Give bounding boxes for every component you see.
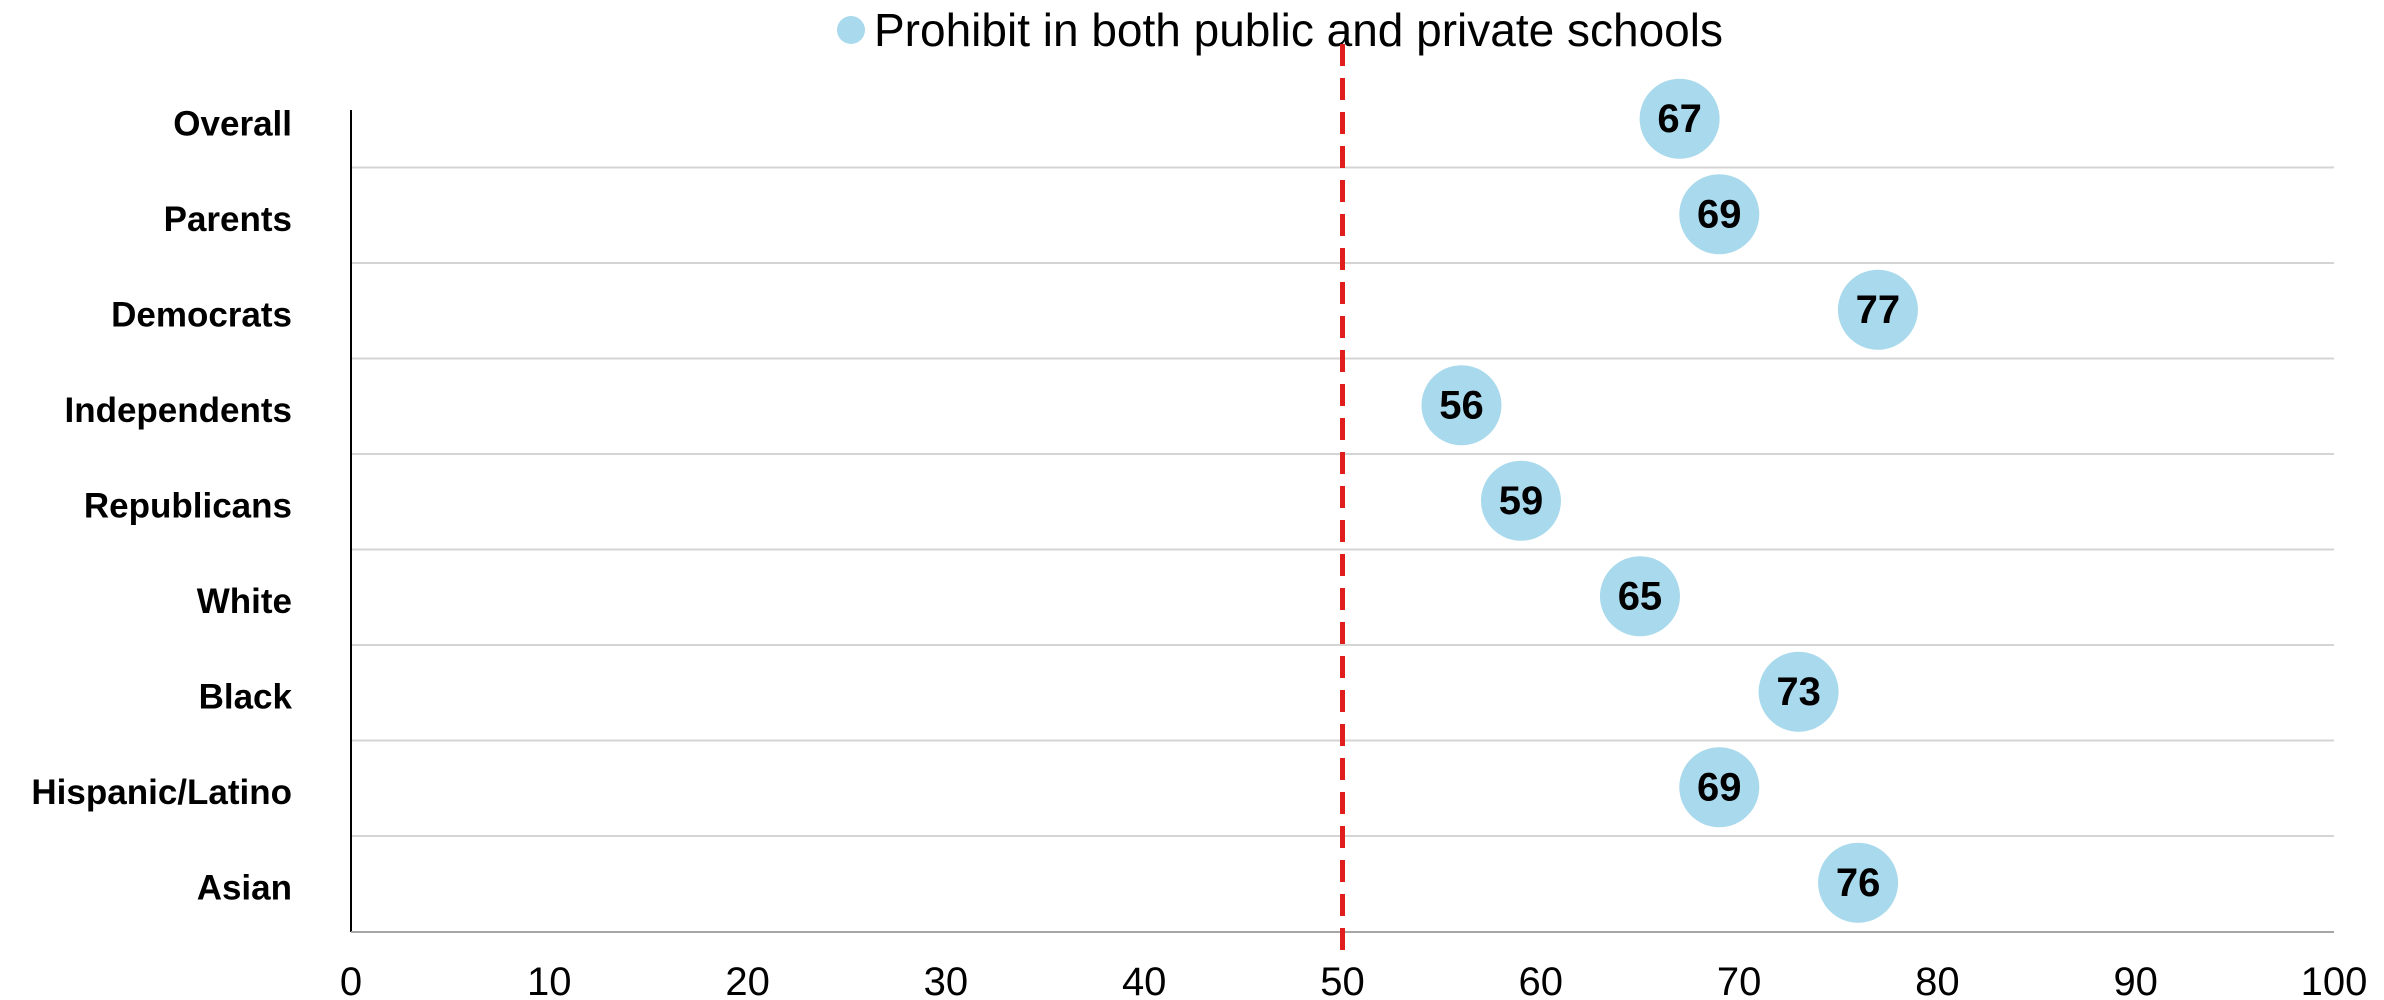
data-label: 56 <box>1439 383 1484 427</box>
data-point <box>1837 269 1918 350</box>
data-point <box>1758 651 1839 732</box>
data-points: 67 69 77 56 59 65 73 69 76 <box>1421 78 1918 923</box>
x-tick-label: 40 <box>1122 960 1167 1000</box>
x-tick-label: 0 <box>340 960 362 1000</box>
x-tick-label: 60 <box>1519 960 1564 1000</box>
x-tick-label: 20 <box>725 960 770 1000</box>
x-tick-label: 80 <box>1915 960 1960 1000</box>
data-point <box>1679 174 1760 255</box>
data-label: 77 <box>1856 288 1901 332</box>
data-label: 69 <box>1697 765 1742 809</box>
data-label: 73 <box>1776 670 1821 714</box>
data-label: 59 <box>1499 479 1544 523</box>
data-label: 76 <box>1836 861 1881 905</box>
category-label: Black <box>199 677 293 716</box>
x-tick-label: 100 <box>2301 960 2368 1000</box>
x-tick-label: 50 <box>1320 960 1365 1000</box>
data-point <box>1480 460 1561 541</box>
data-point <box>1679 747 1760 828</box>
category-label: Republicans <box>84 486 292 525</box>
category-label: Independents <box>64 391 292 430</box>
category-labels: Overall Parents Democrats Independents Repub… <box>31 104 292 907</box>
category-label: Democrats <box>111 295 292 334</box>
x-tick-label: 90 <box>2113 960 2158 1000</box>
legend: Prohibit in both public and private scho… <box>837 4 1723 56</box>
category-label: Overall <box>173 104 292 143</box>
data-label: 69 <box>1697 192 1742 236</box>
legend-marker <box>837 16 865 44</box>
data-label: 67 <box>1657 97 1702 141</box>
data-point <box>1639 78 1720 159</box>
x-axis-tick-labels: 0 10 20 30 40 50 60 70 80 90 100 <box>340 960 2368 1000</box>
data-point <box>1421 365 1502 446</box>
x-tick-label: 70 <box>1717 960 1762 1000</box>
x-tick-label: 30 <box>924 960 969 1000</box>
data-point <box>1599 556 1680 637</box>
category-label: Asian <box>197 868 292 907</box>
category-label: Hispanic/Latino <box>31 773 292 812</box>
category-label: Parents <box>164 200 292 239</box>
legend-label: Prohibit in both public and private scho… <box>874 4 1723 56</box>
x-tick-label: 10 <box>527 960 572 1000</box>
category-label: White <box>197 582 292 621</box>
data-label: 65 <box>1618 574 1663 618</box>
data-point <box>1818 842 1899 923</box>
